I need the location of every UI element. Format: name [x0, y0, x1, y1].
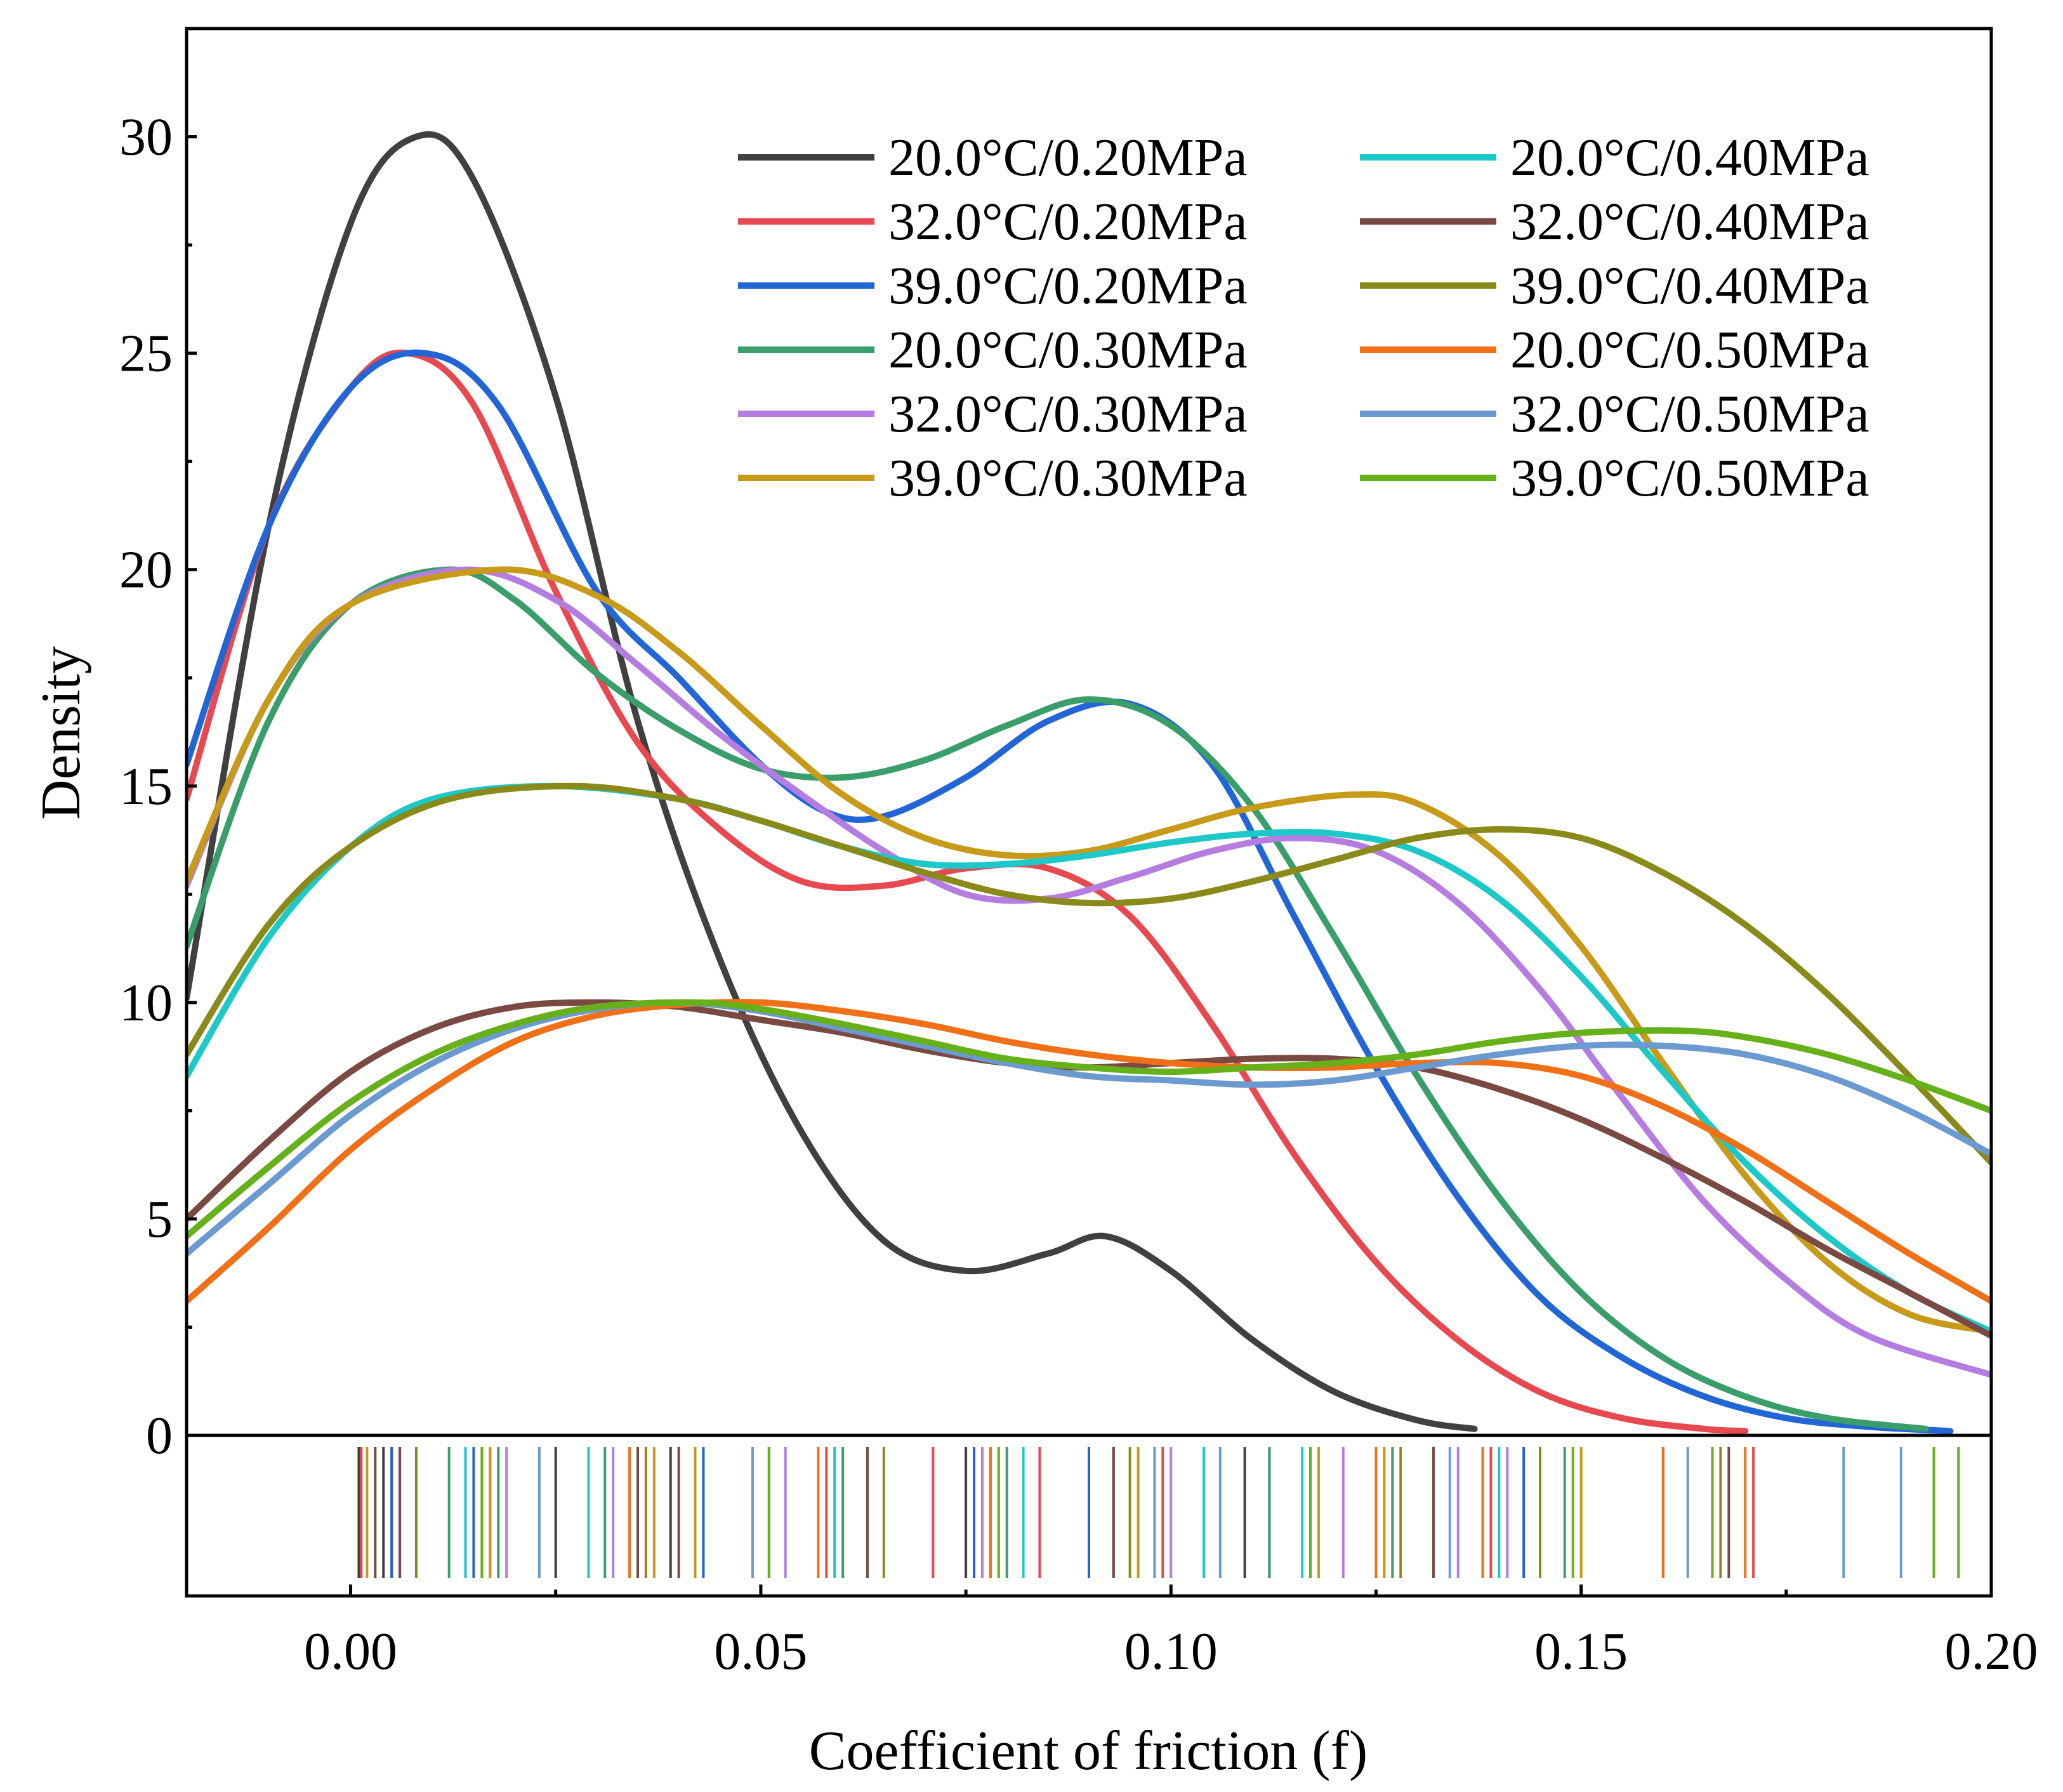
x-axis-title: Coefficient of friction (f)	[809, 1720, 1368, 1782]
y-tick-label: 30	[119, 108, 173, 167]
curve-layer	[187, 131, 1991, 1435]
rug-layer	[357, 1447, 1960, 1578]
legend-label: 32.0°C/0.30MPa	[888, 385, 1248, 444]
legend-label: 32.0°C/0.40MPa	[1510, 192, 1869, 251]
axis-layer: 0 5 10 15 20 25 30 0.00 0.05 0.10 0.15 0.20	[119, 27, 2038, 1681]
x-tick-label: 0.00	[304, 1622, 397, 1681]
legend-label: 32.0°C/0.20MPa	[888, 192, 1248, 251]
legend-item: 39.0°C/0.20MPa	[738, 256, 1248, 315]
series-line-39-0-c-0-50mpa	[187, 999, 1991, 1240]
y-tick-label: 15	[119, 757, 173, 816]
legend-label: 32.0°C/0.50MPa	[1510, 385, 1869, 444]
legend-item: 20.0°C/0.50MPa	[1360, 320, 1869, 379]
legend-label: 39.0°C/0.50MPa	[1510, 449, 1869, 508]
legend-item: 39.0°C/0.40MPa	[1360, 256, 1869, 315]
legend-item: 32.0°C/0.30MPa	[738, 385, 1248, 444]
y-tick-label: 10	[119, 973, 173, 1032]
legend-label: 20.0°C/0.20MPa	[888, 128, 1248, 187]
series-line-20-0-c-0-50mpa	[187, 999, 1991, 1305]
legend-label: 20.0°C/0.50MPa	[1510, 320, 1869, 379]
legend-item: 32.0°C/0.40MPa	[1360, 192, 1869, 251]
y-tick-label: 25	[119, 324, 173, 383]
legend-label: 20.0°C/0.30MPa	[888, 320, 1248, 379]
y-axis-title: Density	[30, 646, 92, 820]
x-tick-label: 0.20	[1945, 1622, 2038, 1681]
y-tick-label: 0	[146, 1406, 173, 1465]
legend-item: 20.0°C/0.30MPa	[738, 320, 1248, 379]
legend-label: 20.0°C/0.40MPa	[1510, 128, 1869, 187]
x-tick-label: 0.10	[1124, 1622, 1218, 1681]
plot-frame	[185, 27, 1993, 1598]
x-tick-label: 0.15	[1534, 1622, 1628, 1681]
series-line-39-0-c-0-20mpa	[187, 349, 1954, 1435]
legend-item: 39.0°C/0.50MPa	[1360, 449, 1869, 508]
x-tick-label: 0.05	[714, 1622, 807, 1681]
series-line-32-0-c-0-50mpa	[187, 999, 1991, 1257]
legend-item: 32.0°C/0.20MPa	[738, 192, 1248, 251]
y-tick-label: 5	[146, 1190, 173, 1249]
legend-label: 39.0°C/0.30MPa	[888, 449, 1248, 508]
y-tick-label: 20	[119, 541, 173, 600]
legend-item: 20.0°C/0.20MPa	[738, 128, 1248, 187]
legend-item: 20.0°C/0.40MPa	[1360, 128, 1869, 187]
series-line-20-0-c-0-20mpa	[187, 131, 1478, 1432]
series-line-20-0-c-0-40mpa	[187, 782, 1991, 1335]
legend-label: 39.0°C/0.20MPa	[888, 256, 1248, 315]
legend-item: 32.0°C/0.50MPa	[1360, 385, 1869, 444]
legend: 20.0°C/0.20MPa32.0°C/0.20MPa39.0°C/0.20M…	[738, 128, 1869, 508]
legend-label: 39.0°C/0.40MPa	[1510, 256, 1869, 315]
legend-item: 39.0°C/0.30MPa	[738, 449, 1248, 508]
series-line-39-0-c-0-40mpa	[187, 782, 1991, 1166]
